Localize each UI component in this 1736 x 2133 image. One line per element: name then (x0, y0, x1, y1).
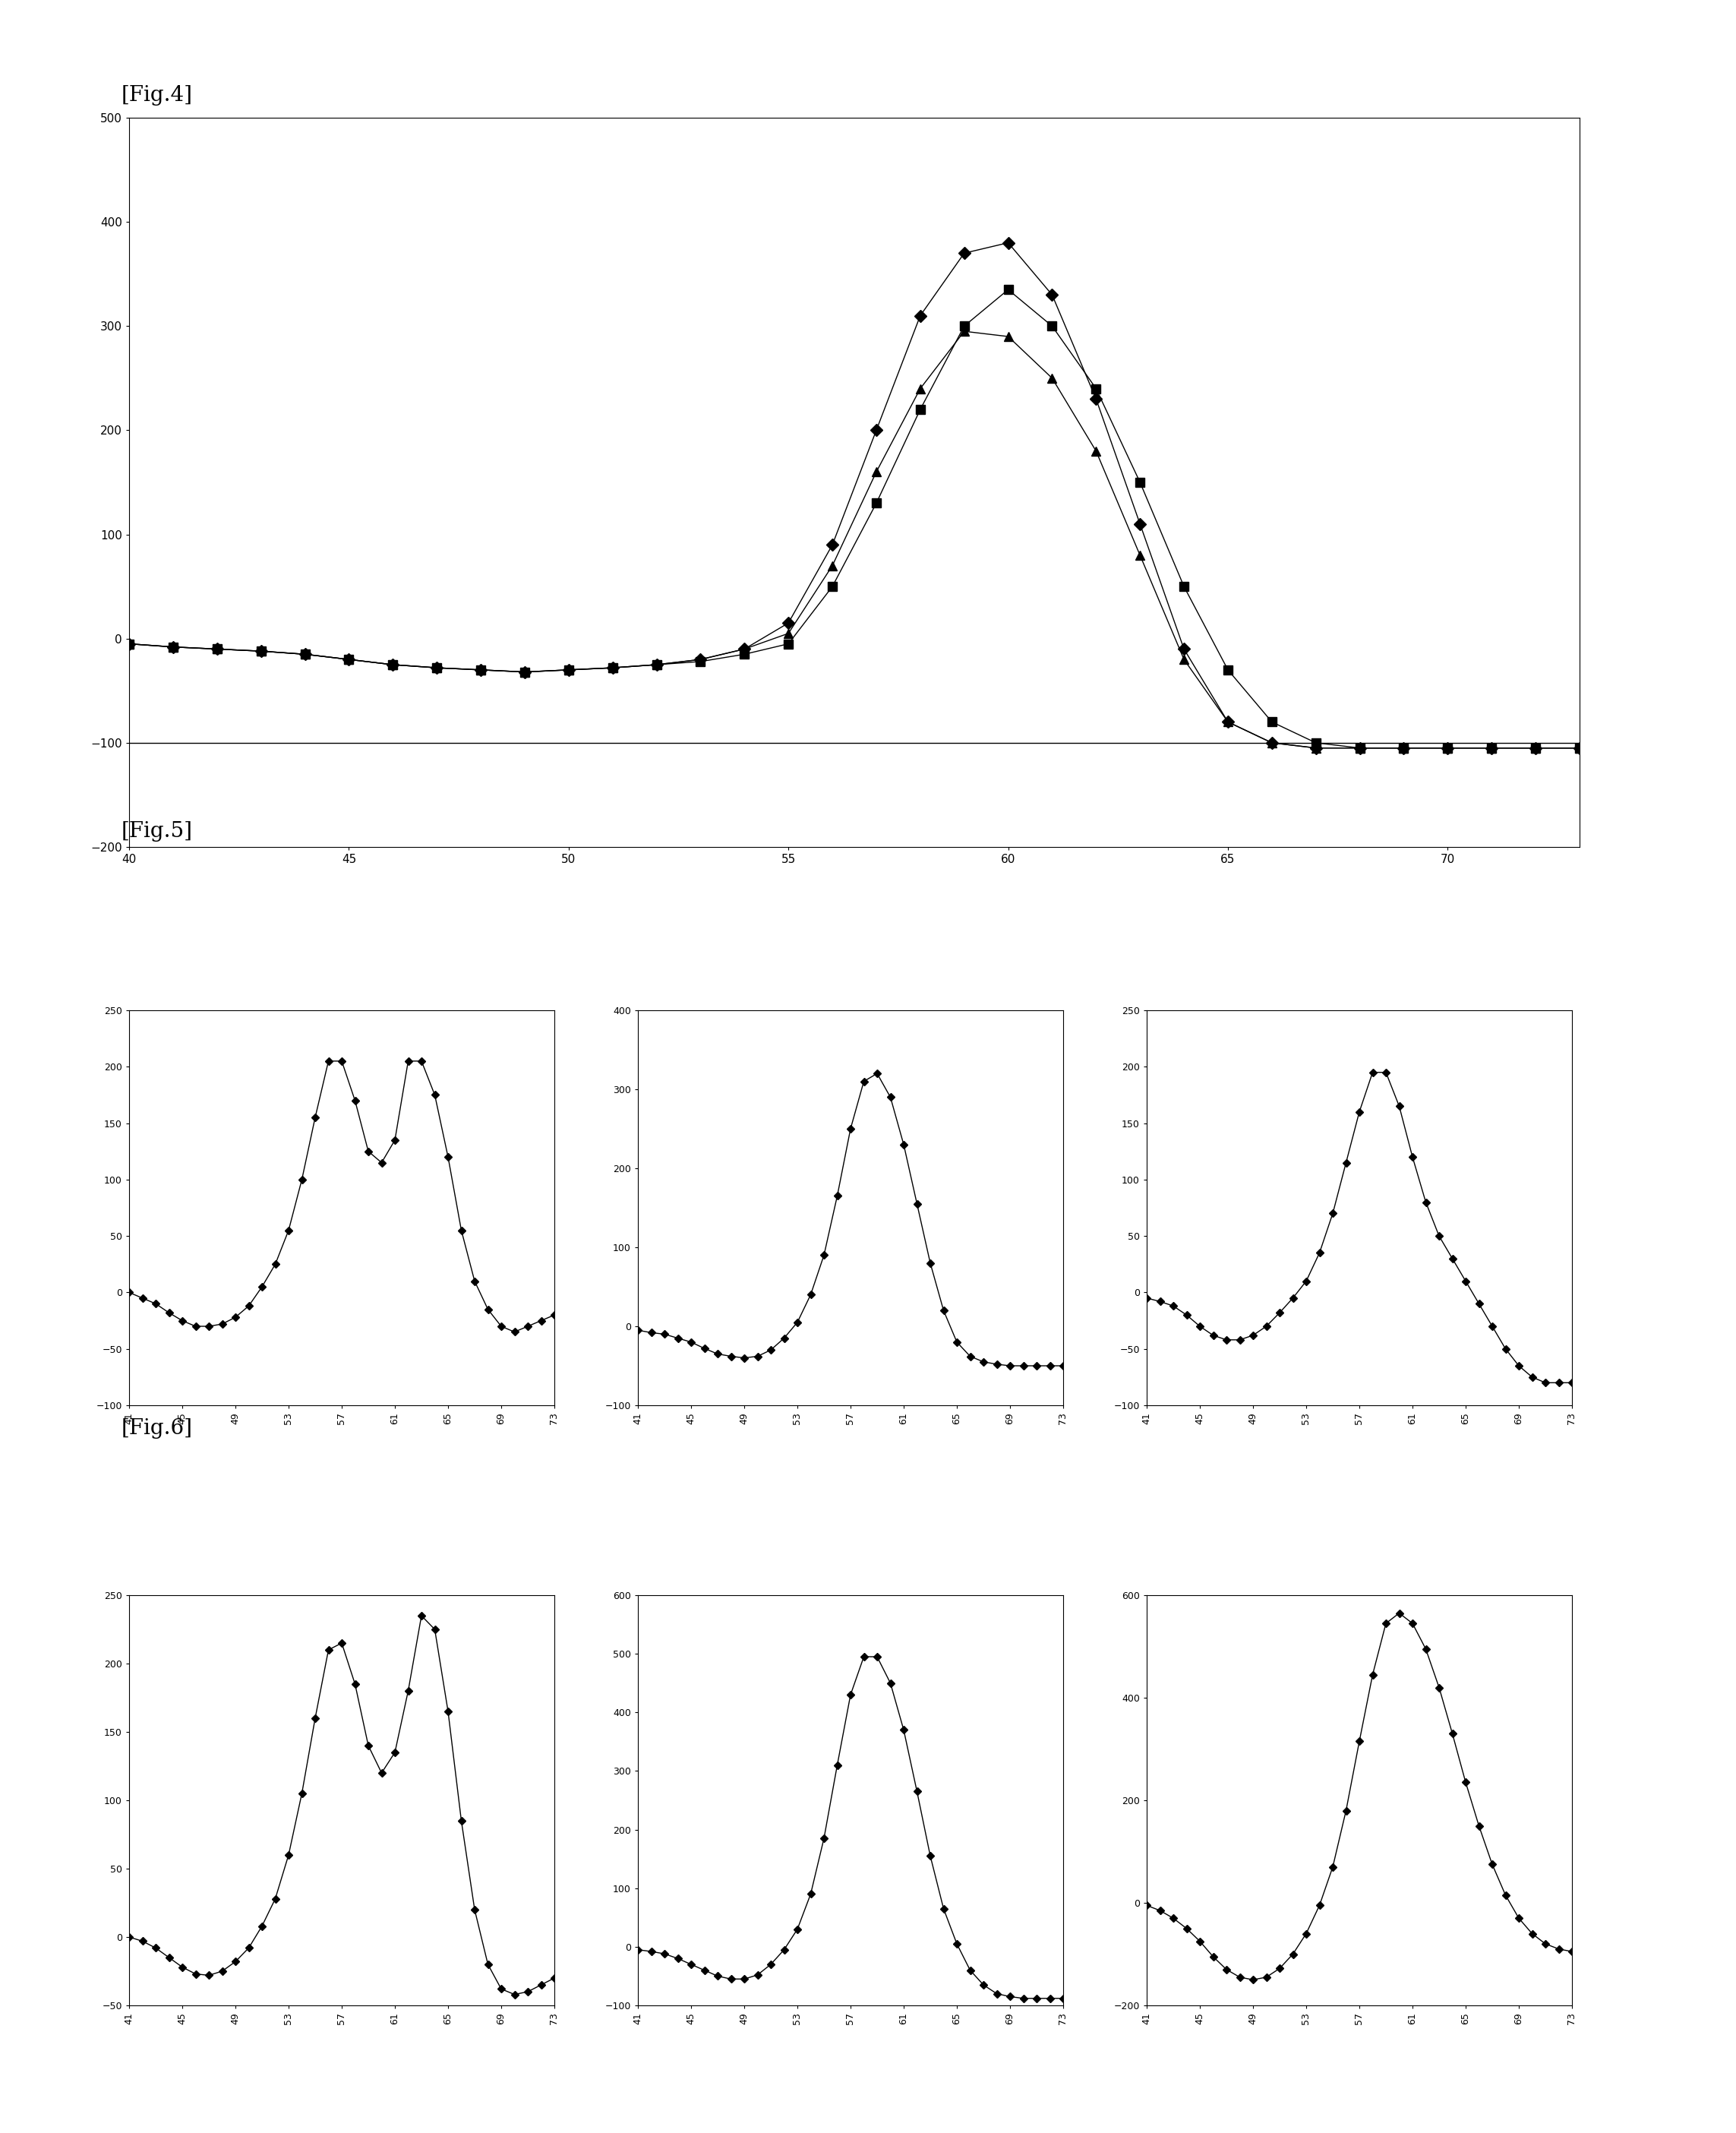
Text: [Fig.6]: [Fig.6] (122, 1418, 193, 1440)
Text: [Fig.4]: [Fig.4] (122, 85, 193, 107)
Text: [Fig.5]: [Fig.5] (122, 821, 193, 843)
